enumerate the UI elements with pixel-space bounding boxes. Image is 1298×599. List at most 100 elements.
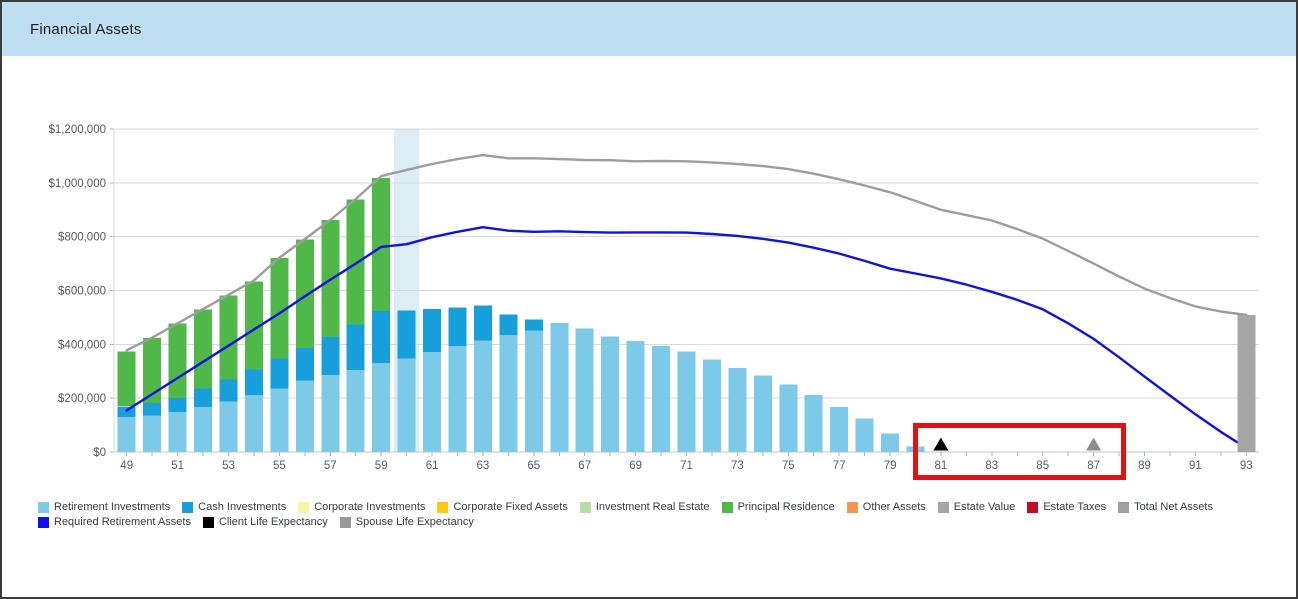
legend-swatch-icon [579,501,591,513]
x-axis-label: 79 [884,460,897,472]
x-axis-label: 93 [1240,460,1253,472]
x-axis-label: 57 [324,460,337,472]
x-axis-label: 71 [680,460,693,472]
bar-segment [804,395,823,452]
bar-segment [753,375,772,452]
legend-swatch-icon [1027,501,1039,513]
legend-swatch-icon [182,501,194,513]
bar-segment [244,395,263,452]
bar-segment [397,358,416,452]
legend-label: Principal Residence [737,501,835,513]
legend-item: Spouse Life Expectancy [339,516,474,528]
x-axis-label: 67 [578,460,591,472]
legend-item: Corporate Fixed Assets [437,501,568,513]
legend-label: Corporate Investments [314,501,426,513]
bar-segment [270,388,289,452]
bar-segment [346,324,365,371]
bar-segment [626,341,645,452]
bar-segment [575,328,594,452]
bar-segment [499,314,518,336]
bar-segment [219,295,238,380]
bar-segment [143,403,162,416]
bar-segment [601,336,620,452]
legend-swatch-icon [721,501,733,513]
bar-segment [779,384,798,452]
bar-segment [346,199,365,325]
legend-item: Principal Residence [721,501,835,513]
x-axis-label: 59 [375,460,388,472]
bar-segment [372,362,391,452]
x-axis-label: 83 [985,460,998,472]
bar-segment [143,338,162,403]
bar-segment [321,337,340,375]
legend-label: Spouse Life Expectancy [355,516,474,528]
x-axis-label: 63 [477,460,490,472]
bar-segment [524,319,543,331]
bar-segment [473,340,492,452]
bar-segment [219,401,238,452]
x-axis-label: 81 [935,460,948,472]
bar-segment [423,308,442,353]
bar-segment [397,310,416,359]
legend-label: Cash Investments [198,501,287,513]
spouse-life-expectancy-marker [1086,437,1102,451]
estate-value-bar [1237,315,1256,452]
series-line [125,225,1248,450]
legend-swatch-icon [298,501,310,513]
legend-label: Other Assets [862,501,926,513]
page-title: Financial Assets [30,20,142,38]
bar-segment [372,311,391,363]
legend-item: Client Life Expectancy [202,516,328,528]
bar-segment [143,415,162,452]
legend-item: Corporate Investments [298,501,425,513]
legend-swatch-icon [38,516,49,528]
bar-segment [830,407,849,452]
legend-item: Retirement Investments [38,501,170,513]
bar-segment [702,359,721,452]
bar-segment [168,411,187,452]
client-life-expectancy-marker [933,437,949,451]
bar-segment [194,388,213,407]
bar-segment [550,323,569,452]
bar-segment [372,178,391,312]
bar-segment [524,330,543,452]
bar-segment [117,351,136,407]
legend-item: Investment Real Estate [579,501,710,513]
bar-segment [244,281,263,370]
bar-segment [321,374,340,452]
legend-label: Investment Real Estate [595,501,710,513]
legend-swatch-icon [339,516,351,528]
legend-item: Required Retirement Assets [38,516,191,528]
legend-label: Estate Taxes [1043,501,1107,513]
y-axis-label: $0 [93,447,106,459]
bar-segment [881,433,900,452]
y-axis-label: $600,000 [58,286,106,298]
bar-segment [219,379,238,402]
legend-swatch-icon [202,516,214,528]
bar-segment [295,380,314,452]
chart-legend: Retirement Investments Cash Investments Co… [38,501,1213,531]
bar-segment [448,346,467,452]
x-axis-label: 85 [1036,460,1049,472]
legend-swatch-icon [846,501,858,513]
panel-header: Financial Assets [2,2,1296,56]
bar-segment [728,367,747,452]
annotation-red-box [913,423,1126,480]
legend-item: Total Net Assets [1118,501,1213,513]
bar-segment [346,370,365,452]
legend-label: Corporate Fixed Assets [453,501,568,513]
legend-swatch-icon [1118,501,1130,513]
bar-segment [270,358,289,389]
x-axis-label: 61 [426,460,439,472]
bar-segment [270,257,289,359]
legend-swatch-icon [38,501,49,513]
bar-segment [295,348,314,381]
bar-segment [423,352,442,452]
legend-row: Required Retirement Assets Client Life Ex… [38,516,1213,528]
legend-row: Retirement Investments Cash Investments Co… [38,501,1213,513]
x-axis-label: 75 [782,460,795,472]
legend-item: Cash Investments [182,501,286,513]
y-axis-label: $200,000 [58,393,106,405]
bar-segment [499,335,518,452]
